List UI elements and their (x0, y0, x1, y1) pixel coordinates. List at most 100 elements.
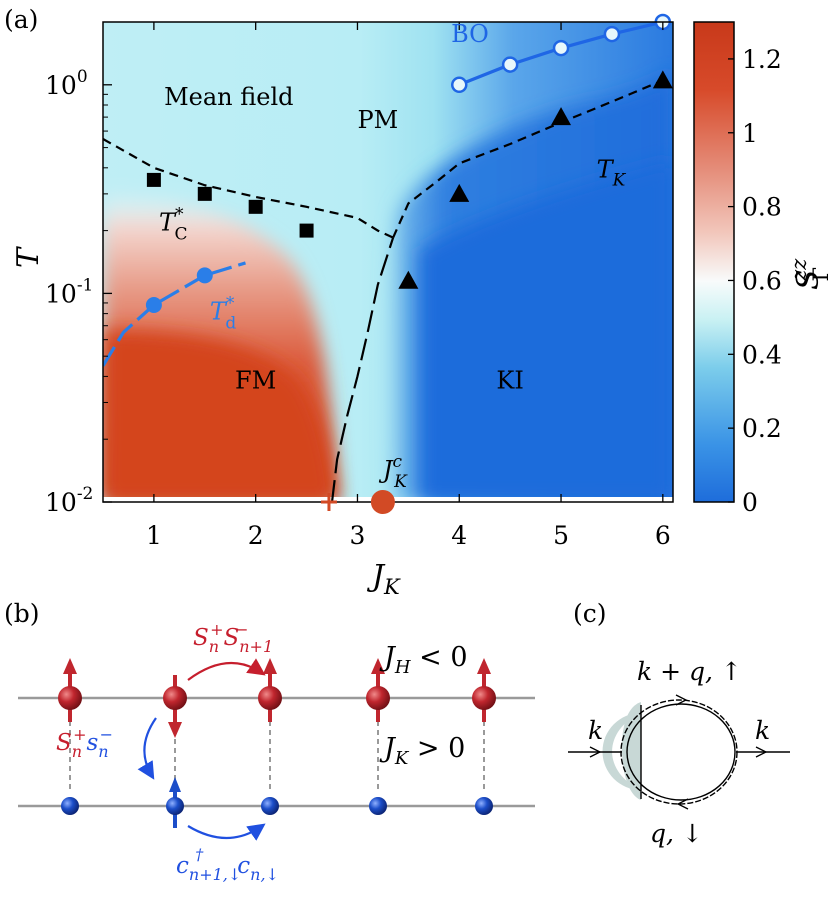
hop-bottom-b-sub: n,↓ (250, 865, 279, 884)
annotation-sub: K (393, 472, 408, 492)
jh-j: J (379, 642, 397, 673)
colorbar-tick-label: 0.4 (742, 340, 782, 369)
x-axis-label-sub: K (383, 575, 401, 599)
bottom-hop-arrow (187, 823, 266, 841)
square-marker (248, 199, 263, 214)
y-tick-exponent: -1 (77, 275, 94, 295)
y-tick-base: 10 (45, 488, 77, 517)
hop-top-b: S (223, 625, 239, 651)
flip-left-label: Sn+sn− (56, 725, 113, 761)
x-axis-label: JK (366, 559, 401, 599)
hop-top-b-sub: n+1 (239, 637, 273, 656)
y-tick-base: 10 (45, 279, 77, 308)
flip-b-sub: n (98, 742, 108, 761)
region-label-fm: FM (235, 367, 276, 395)
jh-rel: < 0 (411, 642, 468, 673)
feynman-k-right: k (755, 716, 770, 745)
region-label-ki: KI (496, 367, 523, 395)
x-tick-label: 2 (248, 521, 264, 550)
filled-circle-marker (145, 296, 162, 313)
colorbar-tick-label: 0.6 (742, 266, 782, 295)
annotation-sup: * (226, 293, 235, 313)
feynman-k-left: k (588, 716, 603, 745)
line-mean-field (103, 137, 394, 239)
line-fm-ki-boundary (330, 237, 395, 502)
hop-bottom-a: c (176, 853, 189, 879)
x-tick-label: 5 (553, 521, 569, 550)
y-tick-base: 10 (45, 71, 77, 100)
conduction-electron-site (166, 797, 184, 815)
top-hop-arrow (187, 658, 266, 681)
x-axis: 1 2 3 4 5 6 (146, 22, 671, 550)
flip-b-sup: − (100, 725, 113, 744)
annotation-main: Mean field (164, 83, 293, 111)
colorbar-label: SΓzz (787, 258, 830, 290)
annotation-sub: C (174, 225, 187, 245)
colorbar-label-sup: zz (787, 258, 811, 282)
open-circle-marker (501, 56, 519, 73)
line-t-d-fit (103, 261, 246, 367)
x-axis-label-main: J (366, 559, 386, 594)
colorbar (693, 21, 735, 503)
hop-top-b-sup: − (235, 620, 248, 639)
top-prop-arrow (675, 694, 688, 706)
triangle-marker (551, 107, 572, 126)
panel-b-label: (b) (4, 599, 40, 628)
annotation-main: T (597, 155, 615, 183)
triangle-marker (449, 183, 470, 202)
annotation-bo: BO (451, 20, 489, 48)
triangle-marker (398, 270, 419, 289)
triangle-marker (652, 70, 673, 89)
x-tick-label: 4 (451, 521, 467, 550)
y-tick-label: 10-1 (45, 275, 93, 308)
feynman-diagram (568, 694, 790, 810)
hop-bottom-a-sup: † (195, 845, 204, 864)
x-tick-label: 1 (146, 521, 162, 550)
jk-sub: K (394, 748, 410, 769)
open-circle-marker (603, 25, 621, 43)
localized-spin-site (58, 686, 82, 710)
panel-a-label: (a) (4, 5, 38, 34)
hop-top-a-sup: + (210, 620, 223, 639)
y-tick-label: 100 (45, 67, 88, 100)
colorbar-tick-label: 1 (742, 119, 758, 148)
colorbar-tick-label: 0.8 (742, 193, 782, 222)
hop-bottom-a-sub: n+1,↓ (189, 865, 241, 884)
square-marker (146, 172, 161, 187)
feynman-bottom-label: q, ↓ (650, 819, 703, 848)
hop-top-label: Sn+Sn+1− (193, 620, 273, 656)
annotation-sub: K (612, 170, 627, 190)
colorbar-tick-label: 0.2 (742, 414, 782, 443)
panel-c-label: (c) (573, 599, 607, 628)
heatmap-background (103, 22, 673, 502)
annotation-main: T (210, 297, 228, 325)
hop-bottom-b: c (237, 853, 250, 879)
localized-spin-site (472, 686, 496, 710)
conduction-electron-site (61, 797, 79, 815)
square-marker (299, 223, 314, 238)
x-tick-label: 6 (655, 521, 671, 550)
annotation-t: T* C (159, 205, 188, 245)
critical-point-marker (370, 490, 395, 514)
left-flip-arrow (137, 717, 157, 780)
colorbar-tick-label: 1.2 (742, 45, 782, 74)
bottom-prop-arrow (676, 798, 689, 810)
flip-a-sub: n (72, 742, 82, 761)
localized-spin-site (366, 686, 390, 710)
flip-a-sup: + (73, 725, 86, 744)
y-axis-label: T (11, 246, 46, 268)
annotation-t: TK (597, 155, 627, 190)
jh-sub: H (394, 657, 411, 678)
region-label-pm: PM (357, 106, 398, 134)
annotation-t: T* d (210, 293, 237, 333)
annotation-main: T (159, 209, 177, 237)
conduction-electron-site (261, 797, 279, 815)
electron-arrowhead-up (169, 777, 181, 792)
colorbar-tick-label: 0 (742, 488, 758, 517)
right-leg-arrow (755, 746, 768, 758)
hop-top-a: S (193, 625, 209, 651)
feynman-top-label: k + q, ↑ (637, 657, 742, 686)
